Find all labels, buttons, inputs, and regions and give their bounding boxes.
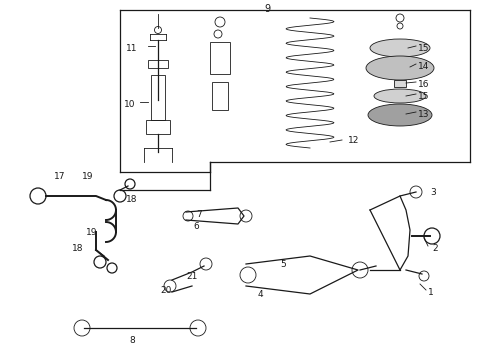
Text: 3: 3 — [430, 188, 436, 197]
Text: 1: 1 — [428, 288, 434, 297]
Text: 12: 12 — [348, 136, 359, 145]
Text: 13: 13 — [418, 110, 430, 119]
Text: 19: 19 — [82, 172, 94, 181]
Text: 16: 16 — [418, 80, 430, 89]
Text: 15: 15 — [418, 44, 430, 53]
Bar — [210, 42, 230, 74]
Text: 8: 8 — [129, 336, 135, 345]
Text: 4: 4 — [258, 290, 264, 299]
Text: 6: 6 — [193, 222, 199, 231]
Text: 15: 15 — [418, 92, 430, 101]
Bar — [148, 60, 168, 68]
Text: 7: 7 — [196, 210, 202, 219]
Text: 10: 10 — [124, 100, 136, 109]
Text: 18: 18 — [72, 244, 83, 253]
Bar — [151, 75, 165, 120]
Text: 21: 21 — [186, 272, 197, 281]
Bar — [146, 120, 170, 134]
Ellipse shape — [374, 89, 426, 103]
Text: 2: 2 — [432, 244, 438, 253]
Text: 5: 5 — [280, 260, 286, 269]
Bar — [212, 82, 228, 110]
Text: 19: 19 — [86, 228, 98, 237]
Text: 18: 18 — [126, 195, 138, 204]
Ellipse shape — [368, 104, 432, 126]
Text: 20: 20 — [160, 286, 172, 295]
Text: 9: 9 — [264, 4, 270, 14]
Bar — [394, 80, 406, 87]
Text: 14: 14 — [418, 62, 429, 71]
Text: 17: 17 — [54, 172, 66, 181]
Text: 11: 11 — [126, 44, 138, 53]
Ellipse shape — [370, 39, 430, 57]
Ellipse shape — [366, 56, 434, 80]
